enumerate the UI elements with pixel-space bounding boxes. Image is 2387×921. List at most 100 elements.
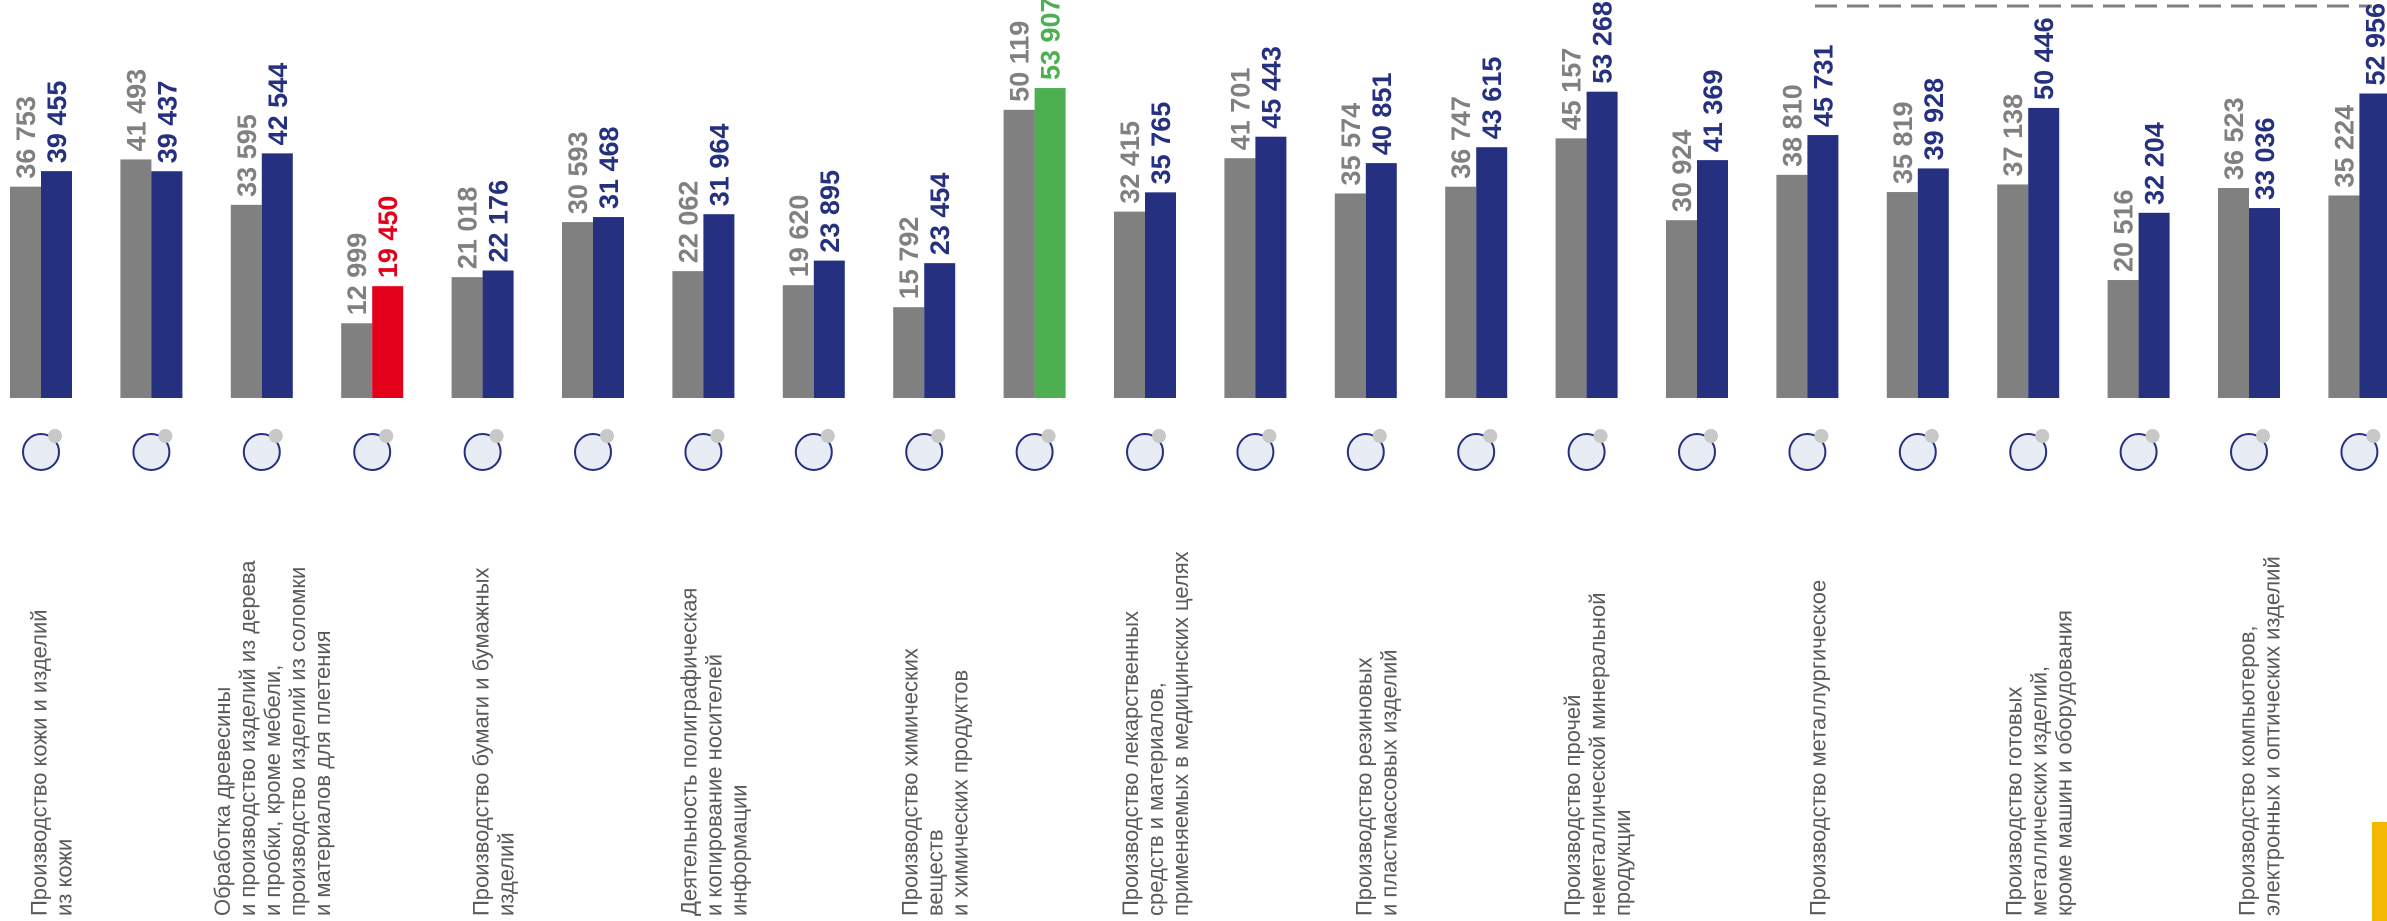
bicycle-icon bbox=[2009, 429, 2050, 471]
leather-icon bbox=[463, 429, 504, 471]
photo-print-icon bbox=[794, 429, 835, 471]
value-label-cur-4: 22 176 bbox=[484, 180, 514, 263]
value-label-cur-19: 32 204 bbox=[2140, 122, 2170, 205]
value-label-prev-18: 37 138 bbox=[1998, 94, 2028, 177]
bar-prev-6 bbox=[672, 271, 704, 398]
value-label-prev-19: 20 516 bbox=[2109, 189, 2139, 272]
value-label-cur-12: 40 851 bbox=[1367, 73, 1397, 156]
computer-monitor-icon bbox=[1567, 429, 1608, 471]
value-label-cur-10: 35 765 bbox=[1146, 102, 1176, 185]
bar-prev-7 bbox=[782, 285, 814, 398]
bar-cur-19 bbox=[2138, 212, 2170, 398]
bar-cur-17 bbox=[1917, 168, 1949, 398]
hammer-icon bbox=[2340, 429, 2381, 471]
category-label-line: Производство резиновых bbox=[1352, 657, 1377, 916]
medicine-bottle-icon bbox=[1015, 429, 1056, 471]
bar-prev-4 bbox=[451, 277, 483, 398]
value-label-prev-9: 50 119 bbox=[1005, 21, 1035, 102]
value-label-prev-1: 41 493 bbox=[121, 69, 151, 152]
car-icon bbox=[1898, 429, 1939, 471]
category-label-line: металлических изделий, bbox=[2026, 666, 2051, 916]
bar-cur-3 bbox=[372, 286, 404, 398]
rubber-boot-icon bbox=[1126, 429, 1166, 471]
bar-prev-14 bbox=[1555, 138, 1587, 399]
value-label-cur-1: 39 437 bbox=[152, 81, 182, 164]
bar-cur-2 bbox=[261, 153, 293, 398]
category-label-6: Производство бумаги и бумажных изделий bbox=[468, 567, 518, 916]
category-label-line: кроме машин и оборудования bbox=[2051, 610, 2076, 916]
category-label-12: Производство металлургическое bbox=[1806, 580, 1831, 916]
category-label-line: из кожи bbox=[52, 839, 77, 916]
bar-cur-11 bbox=[1255, 136, 1287, 398]
robot-arm-icon bbox=[1788, 429, 1829, 471]
value-label-prev-4: 21 018 bbox=[453, 187, 483, 270]
value-label-cur-9: 53 907 bbox=[1036, 0, 1066, 80]
bar-prev-0 bbox=[10, 186, 41, 398]
bar-cur-5 bbox=[593, 217, 624, 398]
value-label-prev-5: 30 593 bbox=[563, 131, 593, 214]
value-label-cur-7: 23 895 bbox=[815, 170, 845, 253]
bar-prev-12 bbox=[1334, 193, 1366, 398]
glass-icon bbox=[1236, 429, 1277, 471]
category-label-4: Производство кожи и изделий из кожи bbox=[27, 609, 77, 916]
value-label-cur-14: 53 268 bbox=[1588, 1, 1618, 84]
gears-icon bbox=[1457, 429, 1498, 471]
globe-icon bbox=[2230, 429, 2270, 471]
category-label-line: производство изделий из соломки bbox=[285, 567, 310, 916]
category-label-line: и материалов для плетения bbox=[310, 630, 335, 916]
value-label-prev-3: 12 999 bbox=[342, 233, 372, 316]
bar-cur-15 bbox=[1697, 160, 1728, 398]
category-label-line: применяемых в медицинских целях bbox=[1168, 551, 1193, 916]
bar-prev-21 bbox=[2328, 195, 2360, 398]
value-label-cur-2: 42 544 bbox=[263, 63, 293, 146]
bar-prev-20 bbox=[2218, 187, 2249, 398]
value-label-prev-14: 45 157 bbox=[1557, 48, 1587, 131]
bar-prev-15 bbox=[1666, 220, 1697, 398]
bar-prev-8 bbox=[893, 307, 925, 398]
value-label-cur-0: 39 455 bbox=[42, 81, 72, 164]
bar-prev-3 bbox=[341, 323, 373, 398]
bar-cur-20 bbox=[2249, 208, 2280, 398]
bar-prev-10 bbox=[1114, 211, 1145, 398]
category-label-13: Производство готовых металлических издели… bbox=[2001, 610, 2076, 916]
accent-strip bbox=[2372, 822, 2387, 921]
water-bottle-icon bbox=[132, 429, 173, 471]
wood-planks-icon bbox=[574, 429, 614, 471]
value-label-cur-6: 31 964 bbox=[704, 124, 734, 207]
category-label-line: и пробки, кроме мебели, bbox=[260, 665, 285, 916]
value-label-cur-20: 33 036 bbox=[2250, 117, 2280, 200]
bar-prev-19 bbox=[2107, 280, 2139, 398]
category-label-line: средств и материалов, bbox=[1143, 682, 1168, 916]
bar-cur-18 bbox=[2028, 107, 2060, 399]
value-label-prev-20: 36 523 bbox=[2219, 97, 2249, 180]
bar-cur-6 bbox=[703, 214, 735, 398]
value-label-prev-21: 35 224 bbox=[2329, 105, 2359, 188]
value-label-cur-18: 50 446 bbox=[2029, 17, 2059, 100]
value-label-cur-13: 43 615 bbox=[1477, 57, 1507, 140]
bar-prev-2 bbox=[230, 204, 262, 398]
bar-cur-14 bbox=[1586, 91, 1618, 399]
value-label-cur-17: 39 928 bbox=[1919, 78, 1949, 161]
bar-cur-9 bbox=[1034, 88, 1066, 398]
value-label-prev-16: 38 810 bbox=[1777, 84, 1807, 167]
bar-cur-8 bbox=[924, 263, 956, 398]
category-label-line: Производство компьютеров, bbox=[2235, 625, 2260, 916]
bar-cur-21 bbox=[2359, 93, 2387, 399]
category-label-line: Производство лекарственных bbox=[1118, 611, 1143, 916]
bars-layer bbox=[10, 88, 2387, 399]
value-label-prev-15: 30 924 bbox=[1667, 130, 1697, 213]
category-label-line: продукции bbox=[1610, 809, 1635, 916]
bar-prev-1 bbox=[120, 159, 152, 398]
jacket-icon bbox=[353, 429, 394, 471]
bar-prev-5 bbox=[562, 222, 593, 398]
category-label-14: Производство компьютеров, электронных и о… bbox=[2235, 556, 2285, 916]
category-label-line: Производство бумаги и бумажных bbox=[468, 567, 493, 916]
bar-prev-16 bbox=[1776, 174, 1808, 398]
category-label-line: Производство металлургическое bbox=[1806, 580, 1831, 916]
value-label-prev-12: 35 574 bbox=[1336, 103, 1366, 186]
category-label-line: и пластмассовых изделий bbox=[1377, 649, 1402, 916]
bar-cur-13 bbox=[1476, 147, 1508, 398]
category-label-line: и производство изделий из дерева bbox=[235, 560, 260, 916]
category-label-line: Производство готовых bbox=[2001, 687, 2026, 916]
